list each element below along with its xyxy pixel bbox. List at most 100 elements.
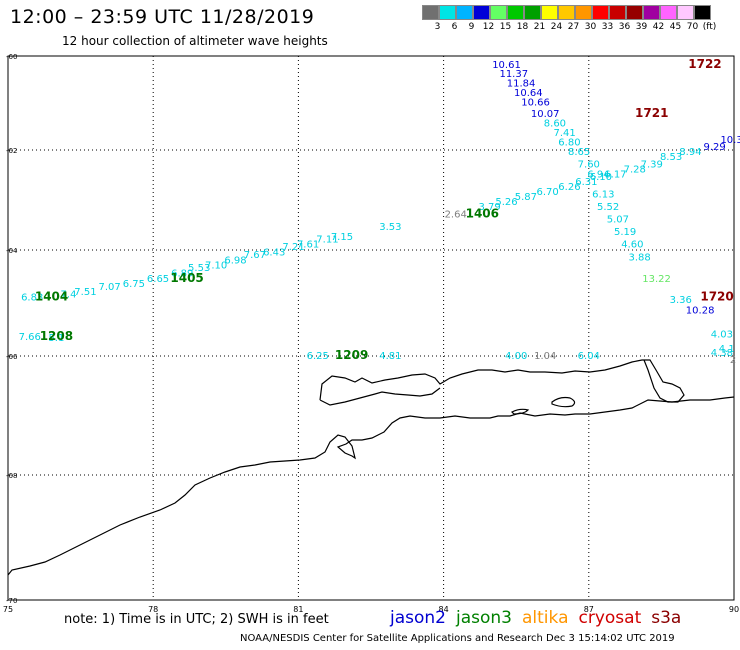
lat-tick-label: -66 bbox=[6, 353, 18, 361]
legend-tick-label: 9 bbox=[468, 22, 475, 32]
legend-tick-label: 39 bbox=[635, 22, 648, 32]
legend-swatch bbox=[643, 5, 660, 20]
legend-tick-label: 15 bbox=[499, 22, 512, 32]
wave-height-value: 7.41 bbox=[553, 128, 575, 139]
wave-height-value: 4.00 bbox=[505, 351, 527, 362]
wave-height-value: 10.64 bbox=[514, 88, 543, 99]
wave-height-value: 5.87 bbox=[515, 192, 537, 203]
wave-height-value: 10.28 bbox=[686, 306, 715, 317]
legend-swatch bbox=[558, 5, 575, 20]
wave-height-value: 7.51 bbox=[74, 287, 96, 298]
satellite-legend: jason2 jason3 altika cryosat s3a bbox=[390, 608, 691, 628]
wave-height-value: 7.15 bbox=[331, 232, 353, 243]
pass-time-label: 1721 bbox=[635, 106, 668, 120]
legend-tick-label: 45 bbox=[669, 22, 682, 32]
lon-tick-label: 87 bbox=[584, 605, 594, 614]
wave-height-value: 11.37 bbox=[499, 69, 528, 80]
wave-height-value: 3.36 bbox=[670, 295, 692, 306]
wave-height-value: 8.94 bbox=[679, 147, 701, 158]
wave-height-value: 7.28 bbox=[624, 165, 646, 176]
legend-tick-label: 30 bbox=[584, 22, 597, 32]
wave-height-value: 6.26 bbox=[558, 182, 580, 193]
legend-swatch bbox=[677, 5, 694, 20]
wave-height-value: 6.98 bbox=[224, 255, 246, 266]
wave-height-value: 4.81 bbox=[379, 351, 401, 362]
wave-height-value: 4.60 bbox=[621, 240, 643, 251]
island bbox=[551, 396, 576, 408]
legend-tick-label: 21 bbox=[533, 22, 546, 32]
legend-swatch bbox=[507, 5, 524, 20]
legend-tick-label: 27 bbox=[567, 22, 580, 32]
legend-tick-label: 3 bbox=[434, 22, 441, 32]
wave-height-value: 7.39 bbox=[641, 160, 663, 171]
wave-height-value: 6.65 bbox=[147, 274, 169, 285]
lat-tick-label: -64 bbox=[6, 247, 18, 255]
legend-swatch bbox=[490, 5, 507, 20]
legend-tick-label: 33 bbox=[601, 22, 614, 32]
legend-tick-label: 70 bbox=[686, 22, 699, 32]
pass-time-label: 1406 bbox=[466, 207, 499, 221]
wave-height-value: 6.13 bbox=[592, 190, 614, 201]
wave-height-value: 8.65 bbox=[568, 147, 590, 158]
wave-height-value: 10.07 bbox=[531, 109, 560, 120]
lon-tick-label: 78 bbox=[148, 605, 158, 614]
wave-height-value: 3.53 bbox=[379, 222, 401, 233]
legend-tick-label: 12 bbox=[482, 22, 495, 32]
wave-height-value: 9.29 bbox=[704, 142, 726, 153]
legend-tick-label: 6 bbox=[451, 22, 458, 32]
legend-swatch bbox=[575, 5, 592, 20]
wave-height-value: 7.21 bbox=[282, 242, 304, 253]
credit-line: NOAA/NESDIS Center for Satellite Applica… bbox=[240, 633, 675, 644]
wave-height-value: 7.60 bbox=[578, 160, 600, 171]
lon-tick-label: 81 bbox=[293, 605, 303, 614]
wave-height-value: 6.89 bbox=[171, 269, 193, 280]
wave-height-value: 3.79 bbox=[478, 202, 500, 213]
wave-height-value: 11.84 bbox=[507, 79, 536, 90]
legend-tick-label: 24 bbox=[550, 22, 563, 32]
wave-height-value: 6.25 bbox=[307, 351, 329, 362]
legend-swatch bbox=[626, 5, 643, 20]
lat-tick-label: -68 bbox=[6, 472, 17, 480]
lat-tick-label: -70 bbox=[6, 597, 17, 605]
wave-height-value: 7.07 bbox=[99, 282, 121, 293]
legend-tick-label: 18 bbox=[516, 22, 529, 32]
wave-height-value: 4.03 bbox=[711, 329, 733, 340]
wave-height-value: 10.66 bbox=[521, 97, 550, 108]
legend-swatch bbox=[660, 5, 677, 20]
coastline bbox=[7, 396, 735, 576]
pass-time-label: 1722 bbox=[688, 57, 721, 71]
legend-tick-label: 36 bbox=[618, 22, 631, 32]
axis-tick-labels: 75 78 81 84 87 90 -60 -62 -64 -66 -68 -70 bbox=[3, 53, 739, 614]
satellite-name: jason3 bbox=[456, 608, 512, 628]
legend-swatch bbox=[456, 5, 473, 20]
ice-shelf-outline bbox=[319, 359, 685, 406]
wave-height-value: 5.52 bbox=[597, 202, 619, 213]
legend-swatch bbox=[609, 5, 626, 20]
wave-height-value: 2 bbox=[730, 355, 736, 366]
legend-swatch bbox=[541, 5, 558, 20]
wave-height-value: 10.3 bbox=[720, 135, 740, 146]
wave-height-value: 6.10 bbox=[590, 172, 612, 183]
satellite-name: s3a bbox=[651, 608, 682, 628]
wave-height-value: 6.04 bbox=[578, 351, 600, 362]
footnote: note: 1) Time is in UTC; 2) SWH is in fe… bbox=[64, 612, 329, 627]
wave-height-value: 6.94 bbox=[587, 170, 609, 181]
wave-height-value: 3.88 bbox=[628, 253, 650, 264]
legend-tick-label: 42 bbox=[652, 22, 665, 32]
wave-height-value: 6.83 bbox=[21, 292, 43, 303]
wave-height-value: 7.67 bbox=[244, 250, 266, 261]
satellite-name: cryosat bbox=[578, 608, 642, 628]
wave-height-value: 6.17 bbox=[604, 170, 626, 181]
graticule bbox=[8, 56, 734, 600]
lon-tick-label: 75 bbox=[3, 605, 13, 614]
wave-height-value: 7.11 bbox=[316, 235, 338, 246]
wave-height-value: 1.04 bbox=[534, 351, 556, 362]
wave-height-value: 10.61 bbox=[492, 60, 521, 71]
map-frame bbox=[7, 55, 735, 601]
wave-height-value: 4.38 bbox=[711, 348, 733, 359]
map-subtitle: 12 hour collection of altimeter wave hei… bbox=[62, 34, 328, 48]
wave-height-value: 7.4 bbox=[61, 290, 77, 301]
wave-height-value: 5.07 bbox=[607, 215, 629, 226]
wave-height-value: 6.70 bbox=[537, 187, 559, 198]
map-title: 12:00 – 23:59 UTC 11/28/2019 bbox=[10, 6, 315, 28]
